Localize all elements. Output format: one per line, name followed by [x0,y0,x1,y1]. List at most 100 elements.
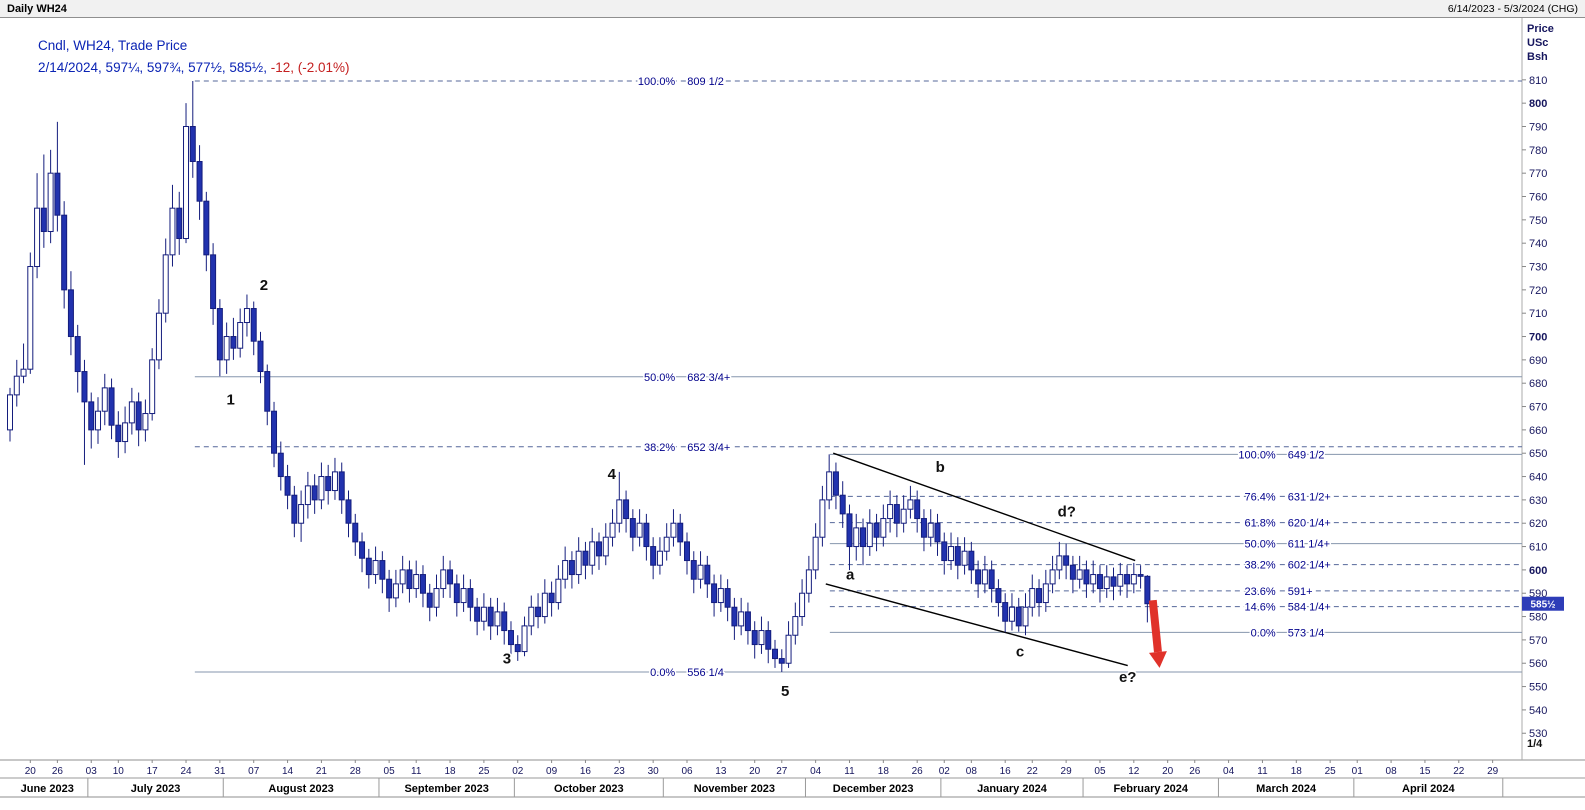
candle-body [866,522,873,548]
x-axis-month-label: February 2024 [1113,783,1188,795]
price-tick-label: 560 [1529,658,1547,670]
price-tick-label: 660 [1529,425,1547,437]
elliott-wave-label: e? [1119,669,1137,686]
candle-body [108,387,115,426]
candle-body [379,560,386,580]
candle-body [257,340,264,373]
candlestick-chart[interactable]: 100.0% 809 1/250.0% 682 3/4+38.2% 652 3/4+0… [0,18,1585,805]
candle-body [920,518,927,538]
x-axis-day-label: 06 [681,766,693,777]
x-axis-day-label: 10 [113,766,125,777]
candle-body [805,569,812,594]
candle-body [792,616,799,636]
x-axis-day-label: 21 [316,766,328,777]
candle-body [1130,574,1137,585]
candle-body [650,546,657,566]
price-tick-label: 540 [1529,705,1547,717]
candle-body [196,161,203,202]
candle-body [616,499,623,524]
candle-body [1042,583,1049,604]
candle-body [1002,602,1009,622]
candle-body [812,536,819,571]
fib-level-price: 652 3/4+ [687,442,730,454]
x-axis-month-label: November 2023 [694,783,775,795]
chart-area[interactable]: 100.0% 809 1/2 50.0% 682 3/4+ 38.2% 652 3/4+ 0… [0,18,1585,805]
candle-body [155,312,162,361]
x-axis-day-label: 09 [546,766,558,777]
candle-body [1096,574,1103,590]
candle-body [1049,569,1056,585]
x-axis-day-label: 24 [180,766,192,777]
elliott-wave-label: d? [1058,504,1076,521]
chart-title: Daily WH24 [7,2,67,15]
candle-body [20,368,27,377]
candle-body [670,522,677,538]
x-axis-month-label: December 2023 [833,783,914,795]
x-axis-day-label: 07 [248,766,260,777]
x-axis-day-label: 23 [614,766,626,777]
candle-body [419,574,426,594]
candle-body [507,630,514,646]
elliott-wave-label: 1 [227,392,235,409]
price-tick-label: 530 [1529,728,1547,740]
x-axis-day-label: 25 [1325,766,1337,777]
fib-level-price: 591+ [1288,586,1313,598]
candle-body [311,485,318,501]
candle-body [1015,606,1022,627]
x-axis-day-label: 26 [912,766,924,777]
candle-body [785,634,792,664]
candle-body [799,592,806,618]
x-axis-day-label: 04 [810,766,822,777]
candle-body [406,569,413,590]
fib-level-price: 611 1/4+ [1288,539,1330,551]
fib-level-price: 602 1/4+ [1288,560,1331,572]
candle-body [562,560,569,580]
x-axis-day-label: 02 [512,766,524,777]
candle-body [352,522,359,543]
candle-body [623,499,630,520]
candle-body [203,200,210,256]
candle-body [636,522,643,538]
candle-body [1069,564,1076,580]
candle-body [223,336,230,361]
price-tick-label: 680 [1529,378,1547,390]
candle-body [731,606,738,627]
candle-body [250,308,257,342]
candle-body [264,371,271,412]
candle-body [210,254,217,310]
x-axis-day-label: 08 [966,766,978,777]
channel-trendline [825,583,1128,667]
candle-body [487,606,494,627]
x-axis-day-label: 31 [214,766,226,777]
candle-body [7,394,13,431]
axis-unit-price: Price [1527,23,1554,35]
fib-level-pct: 0.0% [650,667,675,679]
price-tick-label: 740 [1529,238,1547,250]
fib-level-pct: 76.4% [1245,491,1276,503]
candle-body [1110,576,1117,587]
price-tick-label: 630 [1529,495,1547,507]
candle-body [758,630,765,646]
candle-body [568,560,575,576]
x-axis-day-label: 02 [939,766,951,777]
x-axis-day-label: 27 [776,766,788,777]
candle-body [1022,606,1029,627]
candle-body [162,254,169,314]
price-tick-label: 690 [1529,355,1547,367]
x-axis-day-label: 14 [282,766,294,777]
fib-level-pct: 38.2% [644,442,675,454]
candle-body [345,499,352,524]
candle-body [128,401,135,424]
x-axis-day-label: 29 [1061,766,1073,777]
candle-body [684,541,690,562]
candle-body [61,214,68,291]
generated-chart-layers: 100.0% 809 1/250.0% 682 3/4+38.2% 652 3/4+0… [0,18,1585,798]
candle-body [948,546,955,562]
fib-level-price: 649 1/2 [1288,449,1325,461]
candle-body [724,588,731,608]
price-tick-label: 600 [1529,565,1547,577]
candle-body [359,541,366,559]
x-axis-day-label: 22 [1453,766,1465,777]
candle-body [230,336,237,349]
candle-body [900,508,907,524]
